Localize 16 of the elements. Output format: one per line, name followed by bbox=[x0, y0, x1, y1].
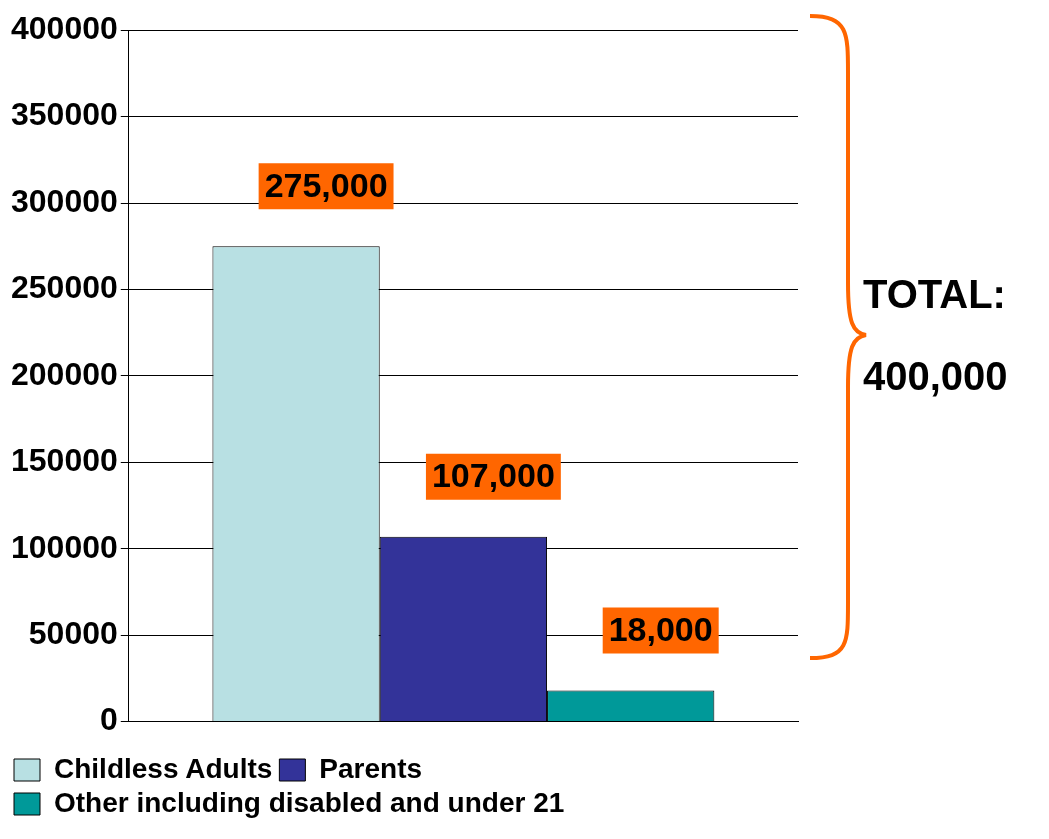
text: TOTAL: 400,000 bbox=[863, 271, 1009, 400]
legend-label: Parents bbox=[319, 752, 423, 784]
legend-label: Other including disabled and under 21 bbox=[54, 786, 565, 818]
legend-label: Childless Adults bbox=[54, 752, 273, 784]
y-tick-label: 100000 bbox=[11, 528, 118, 565]
y-tick-label: 200000 bbox=[11, 355, 118, 392]
y-tick-label: 150000 bbox=[11, 442, 118, 479]
data-label: 275,000 bbox=[264, 165, 388, 204]
y-tick-label: 400000 bbox=[11, 10, 118, 47]
y-tick-label: 250000 bbox=[11, 269, 118, 306]
y-tick-label: 300000 bbox=[11, 182, 118, 219]
data-label: 18,000 bbox=[608, 609, 713, 648]
y-tick-label: 350000 bbox=[11, 96, 118, 133]
y-tick-label: 50000 bbox=[28, 615, 118, 651]
y-tick-label: 0 bbox=[99, 701, 118, 738]
data-label: 107,000 bbox=[431, 456, 555, 495]
